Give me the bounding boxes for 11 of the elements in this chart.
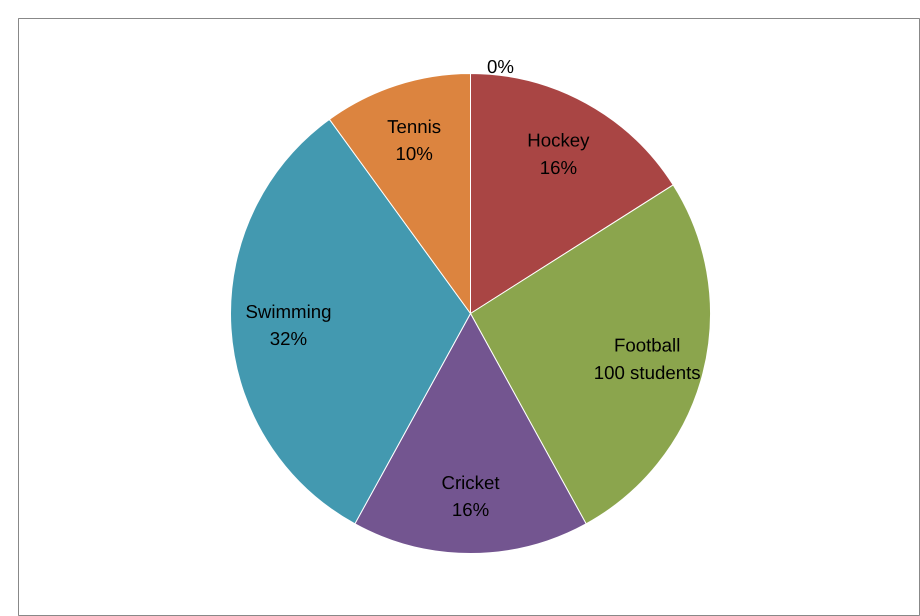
data-label: 10%: [395, 143, 433, 164]
data-label: 16%: [452, 499, 490, 520]
slice-label: Swimming: [245, 300, 332, 322]
slice-label: Football: [614, 334, 680, 356]
slice-label: Cricket: [441, 472, 500, 493]
text: 0%: [487, 56, 514, 77]
data-label: 16%: [540, 156, 578, 178]
data-label: 32%: [270, 328, 308, 350]
slice-label: Hockey: [527, 130, 590, 151]
text: 100 students: [594, 362, 701, 384]
slice-label: Tennis: [387, 116, 442, 137]
